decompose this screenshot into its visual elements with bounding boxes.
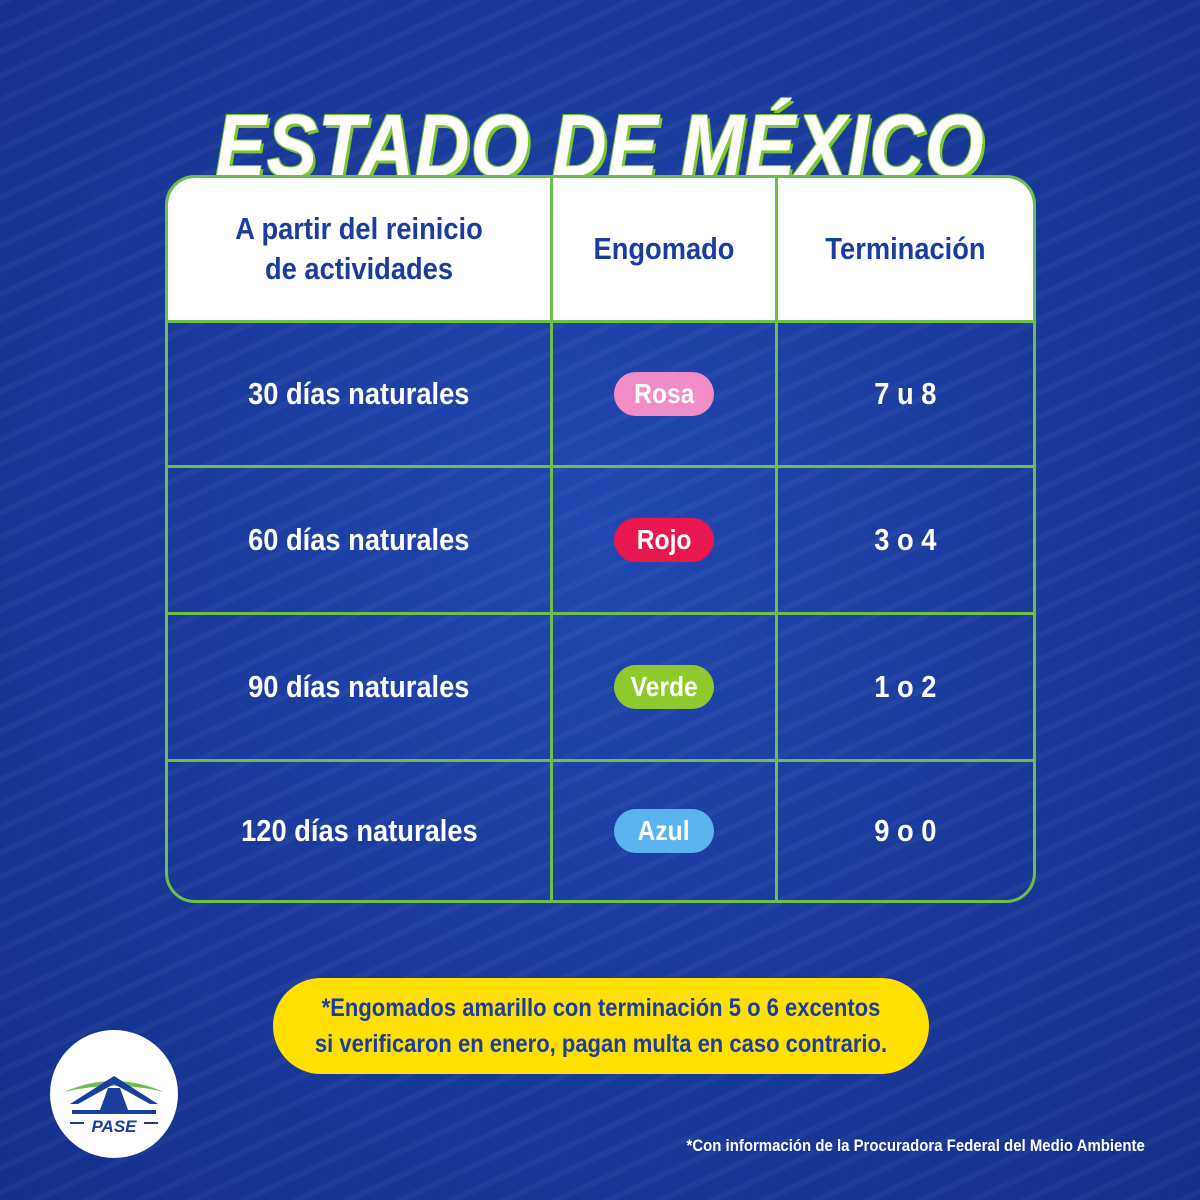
row-divider bbox=[168, 465, 1033, 468]
column-divider bbox=[550, 178, 553, 900]
column-divider bbox=[775, 178, 778, 900]
row-divider bbox=[168, 612, 1033, 615]
sticker-badge-azul: Azul bbox=[614, 809, 714, 853]
sticker-label: Rojo bbox=[636, 524, 692, 555]
logo-text: PASE bbox=[91, 1117, 137, 1136]
sticker-badge-rosa: Rosa bbox=[614, 372, 714, 416]
period-text: 90 días naturales bbox=[248, 669, 470, 704]
period-text: 30 días naturales bbox=[248, 376, 470, 411]
table-row-1-period: 30 días naturales bbox=[168, 323, 550, 465]
table-row-3-sticker: Verde bbox=[553, 615, 775, 759]
ending-text: 1 o 2 bbox=[874, 669, 937, 704]
table-row-4-period: 120 días naturales bbox=[168, 762, 550, 900]
table-row-3-ending: 1 o 2 bbox=[778, 615, 1033, 759]
ending-text: 9 o 0 bbox=[874, 813, 937, 848]
table-row-1-ending: 7 u 8 bbox=[778, 323, 1033, 465]
header-period: A partir del reinicio de actividades bbox=[235, 211, 483, 286]
sticker-label: Rosa bbox=[633, 378, 695, 409]
pase-logo-graphic: PASE bbox=[64, 1076, 164, 1136]
table-row-3-period: 90 días naturales bbox=[168, 615, 550, 759]
table-header bbox=[168, 178, 1033, 323]
source-credit-text: *Con información de la Procuradora Feder… bbox=[686, 1136, 1145, 1155]
table-row-4-sticker: Azul bbox=[553, 762, 775, 900]
exemption-note-text: *Engomados amarillo con terminación 5 o … bbox=[314, 994, 888, 1058]
pase-logo-icon: PASE bbox=[50, 1030, 178, 1158]
row-divider bbox=[168, 759, 1033, 762]
verification-table: A partir del reinicio de actividades Eng… bbox=[165, 175, 1036, 903]
table-row-1-sticker: Rosa bbox=[553, 323, 775, 465]
table-row-2-ending: 3 o 4 bbox=[778, 468, 1033, 612]
exemption-note: *Engomados amarillo con terminación 5 o … bbox=[273, 978, 929, 1074]
table-row-2-period: 60 días naturales bbox=[168, 468, 550, 612]
table-row-4-ending: 9 o 0 bbox=[778, 762, 1033, 900]
sticker-badge-verde: Verde bbox=[614, 665, 714, 709]
source-credit: *Con información de la Procuradora Feder… bbox=[445, 1132, 1145, 1160]
header-ending: Terminación bbox=[825, 231, 986, 266]
period-text: 60 días naturales bbox=[248, 522, 470, 557]
ending-text: 7 u 8 bbox=[874, 376, 937, 411]
sticker-label: Verde bbox=[630, 671, 698, 702]
sticker-badge-rojo: Rojo bbox=[614, 518, 714, 562]
table-row-2-sticker: Rojo bbox=[553, 468, 775, 612]
header-sticker: Engomado bbox=[593, 231, 735, 266]
ending-text: 3 o 4 bbox=[874, 522, 937, 557]
period-text: 120 días naturales bbox=[240, 813, 478, 848]
sticker-label: Azul bbox=[637, 815, 691, 846]
